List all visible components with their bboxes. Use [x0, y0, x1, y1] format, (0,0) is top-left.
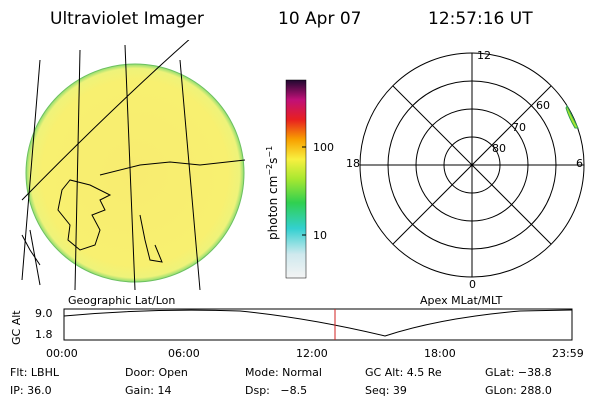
x-tick: 18:00 — [424, 347, 456, 360]
label-exp: −2 — [265, 164, 274, 176]
mlt-label: 12 — [477, 49, 491, 62]
footer-field: Gain: 14 — [125, 384, 172, 397]
lat-label: 70 — [512, 121, 526, 134]
colorbar-tick: 10 — [313, 229, 327, 242]
y-label: GC Alt — [10, 310, 23, 345]
polar-plot — [359, 52, 585, 278]
time: 12:57:16 UT — [428, 9, 533, 29]
lat-label: 60 — [536, 99, 550, 112]
y-tick: 9.0 — [35, 307, 53, 320]
header: Ultraviolet Imager 10 Apr 07 12:57:16 UT — [50, 9, 533, 29]
footer-field: Dsp: −8.5 — [245, 384, 307, 397]
lat-label: 80 — [492, 142, 506, 155]
label-exp: −1 — [265, 146, 274, 158]
globe-image — [21, 40, 246, 291]
altitude-plot: GC Alt 9.0 1.8 00:00 06:00 12:00 18:00 2… — [10, 307, 584, 360]
x-tick: 00:00 — [46, 347, 78, 360]
mlt-label: 6 — [576, 157, 583, 170]
footer-field: GLon: 288.0 — [485, 384, 552, 397]
colorbar-tick: 100 — [313, 141, 334, 154]
x-tick: 12:00 — [296, 347, 328, 360]
footer-field: Seq: 39 — [365, 384, 407, 397]
x-tick: 06:00 — [168, 347, 200, 360]
footer-field: Door: Open — [125, 366, 188, 379]
panel-caption: Geographic Lat/Lon — [68, 294, 175, 307]
footer-field: GC Alt: 4.5 Re — [365, 366, 442, 379]
footer-field: GLat: −38.8 — [485, 366, 552, 379]
panel-caption: Apex MLat/MLT — [420, 294, 503, 307]
footer-field: Flt: LBHL — [10, 366, 60, 379]
title: Ultraviolet Imager — [50, 9, 204, 29]
colorbar: 100 10 photon cm−2s−1 — [265, 79, 334, 279]
footer-field: IP: 36.0 — [10, 384, 52, 397]
x-tick: 23:59 — [552, 347, 584, 360]
mlt-label: 18 — [346, 157, 360, 170]
label-text: s — [266, 158, 280, 164]
colorbar-label: photon cm−2s−1 — [265, 146, 280, 240]
mlt-label: 0 — [469, 278, 476, 291]
date: 10 Apr 07 — [278, 9, 361, 29]
label-text: photon cm — [266, 176, 280, 240]
footer-field: Mode: Normal — [245, 366, 322, 379]
y-tick: 1.8 — [35, 328, 53, 341]
footer: Flt: LBHL Door: Open Mode: Normal GC Alt: 4… — [10, 366, 552, 397]
